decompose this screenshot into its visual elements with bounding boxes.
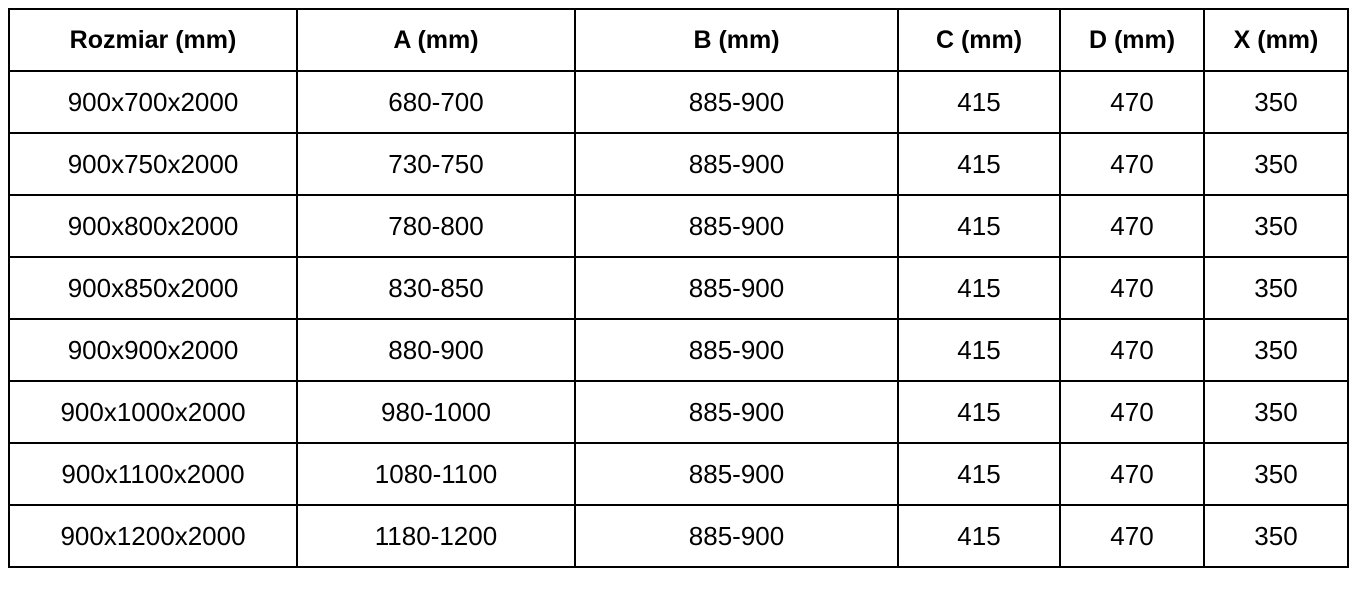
table-cell: 885-900 xyxy=(574,442,899,506)
table-cell: 885-900 xyxy=(574,504,899,568)
table-row: 900x850x2000 830-850 885-900 415 470 350 xyxy=(8,256,1349,320)
table-cell: 880-900 xyxy=(296,318,576,382)
table-cell: 885-900 xyxy=(574,256,899,320)
table-row: 900x900x2000 880-900 885-900 415 470 350 xyxy=(8,318,1349,382)
table-row: 900x700x2000 680-700 885-900 415 470 350 xyxy=(8,70,1349,134)
table-cell: 415 xyxy=(897,132,1061,196)
table-cell: 900x1000x2000 xyxy=(8,380,298,444)
table-cell: 470 xyxy=(1059,318,1205,382)
table-cell: 350 xyxy=(1203,132,1349,196)
column-header: B (mm) xyxy=(574,8,899,72)
table-row: 900x750x2000 730-750 885-900 415 470 350 xyxy=(8,132,1349,196)
column-header: X (mm) xyxy=(1203,8,1349,72)
column-header: C (mm) xyxy=(897,8,1061,72)
table-cell: 415 xyxy=(897,380,1061,444)
table-row: 900x1200x2000 1180-1200 885-900 415 470 350 xyxy=(8,504,1349,568)
table-cell: 415 xyxy=(897,442,1061,506)
table-cell: 415 xyxy=(897,70,1061,134)
table-cell: 350 xyxy=(1203,70,1349,134)
table-cell: 350 xyxy=(1203,194,1349,258)
table-row: 900x1000x2000 980-1000 885-900 415 470 350 xyxy=(8,380,1349,444)
table-cell: 350 xyxy=(1203,504,1349,568)
table-cell: 415 xyxy=(897,194,1061,258)
table-cell: 900x750x2000 xyxy=(8,132,298,196)
table-cell: 415 xyxy=(897,318,1061,382)
table-cell: 350 xyxy=(1203,318,1349,382)
table-cell: 900x850x2000 xyxy=(8,256,298,320)
table-cell: 470 xyxy=(1059,442,1205,506)
table-cell: 1180-1200 xyxy=(296,504,576,568)
table-cell: 680-700 xyxy=(296,70,576,134)
table-cell: 885-900 xyxy=(574,132,899,196)
table-cell: 780-800 xyxy=(296,194,576,258)
table-cell: 470 xyxy=(1059,194,1205,258)
table-cell: 900x700x2000 xyxy=(8,70,298,134)
column-header: A (mm) xyxy=(296,8,576,72)
table-cell: 1080-1100 xyxy=(296,442,576,506)
table-cell: 350 xyxy=(1203,442,1349,506)
table-cell: 900x1100x2000 xyxy=(8,442,298,506)
table-cell: 830-850 xyxy=(296,256,576,320)
table-cell: 470 xyxy=(1059,132,1205,196)
table-cell: 900x900x2000 xyxy=(8,318,298,382)
table-cell: 350 xyxy=(1203,256,1349,320)
table-cell: 470 xyxy=(1059,256,1205,320)
table-cell: 730-750 xyxy=(296,132,576,196)
table-cell: 415 xyxy=(897,504,1061,568)
table-cell: 885-900 xyxy=(574,318,899,382)
table-cell: 470 xyxy=(1059,70,1205,134)
table-cell: 980-1000 xyxy=(296,380,576,444)
column-header: Rozmiar (mm) xyxy=(8,8,298,72)
table-cell: 900x1200x2000 xyxy=(8,504,298,568)
header-row: Rozmiar (mm) A (mm) B (mm) C (mm) D (mm) X (m… xyxy=(8,8,1349,72)
table-row: 900x1100x2000 1080-1100 885-900 415 470 350 xyxy=(8,442,1349,506)
table-cell: 900x800x2000 xyxy=(8,194,298,258)
table-cell: 885-900 xyxy=(574,380,899,444)
column-header: D (mm) xyxy=(1059,8,1205,72)
table-cell: 350 xyxy=(1203,380,1349,444)
table-cell: 885-900 xyxy=(574,70,899,134)
table-cell: 415 xyxy=(897,256,1061,320)
table-cell: 470 xyxy=(1059,380,1205,444)
table-cell: 885-900 xyxy=(574,194,899,258)
dimensions-table: Rozmiar (mm) A (mm) B (mm) C (mm) D (mm) X (m… xyxy=(8,8,1349,568)
table-cell: 470 xyxy=(1059,504,1205,568)
table-row: 900x800x2000 780-800 885-900 415 470 350 xyxy=(8,194,1349,258)
